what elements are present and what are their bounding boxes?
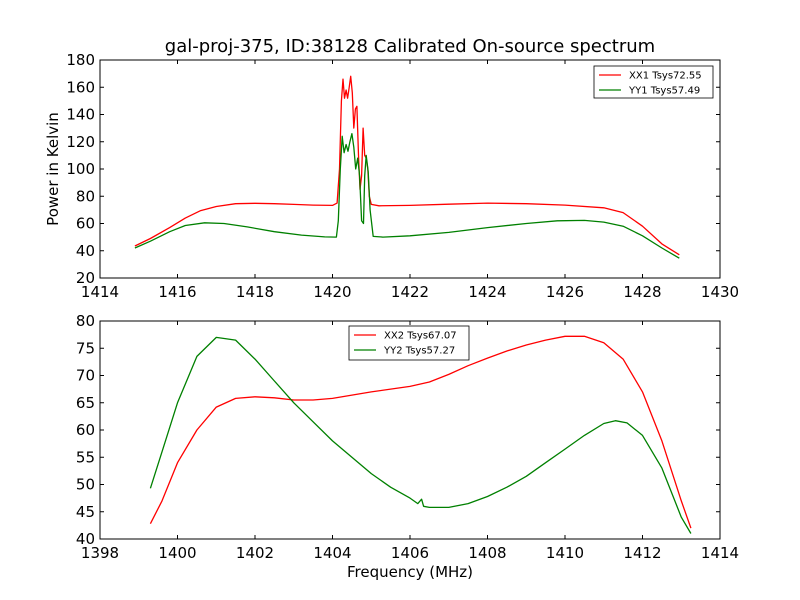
top-y-tick-label: 120 <box>66 133 95 151</box>
top-y-tick-label: 40 <box>76 242 95 260</box>
bottom-y-tick-label: 55 <box>76 448 95 466</box>
top-x-tick-label: 1424 <box>468 283 506 301</box>
bottom-x-tick-label: 1414 <box>701 544 739 562</box>
top-x-tick-label: 1416 <box>158 283 196 301</box>
bottom-series-group <box>149 335 692 534</box>
bottom-x-tick-label: 1404 <box>313 544 351 562</box>
bottom-x-tick-label: 1402 <box>236 544 274 562</box>
top-series-group <box>134 75 680 259</box>
top-legend-label-1: XX1 Tsys72.55 <box>629 71 702 82</box>
top-legend-box <box>593 65 714 99</box>
top-y-tick-label: 20 <box>76 269 95 287</box>
top-x-tick-label: 1428 <box>623 283 661 301</box>
top-x-tick-label: 1430 <box>701 283 739 301</box>
top-x-tick-label: 1414 <box>81 283 119 301</box>
bottom-y-tick-label: 70 <box>76 367 95 385</box>
bottom-y-tick-label: 80 <box>76 312 95 330</box>
top-x-tick-label: 1422 <box>391 283 429 301</box>
top-series-line-1 <box>134 75 680 256</box>
top-y-tick-label: 100 <box>66 160 95 178</box>
bottom-x-axis-label: Frequency (MHz) <box>347 563 473 581</box>
top-y-axis-label: Power in Kelvin <box>44 112 62 226</box>
top-series-line-2 <box>134 132 680 259</box>
bottom-x-tick-label: 1408 <box>468 544 506 562</box>
bottom-x-tick-label: 1400 <box>158 544 196 562</box>
top-x-tick-label: 1418 <box>236 283 274 301</box>
bottom-legend-box <box>348 325 470 361</box>
top-panel: gal-proj-375, ID:38128 Calibrated On-sou… <box>44 36 739 301</box>
bottom-y-tick-label: 75 <box>76 339 95 357</box>
top-x-tick-label: 1420 <box>313 283 351 301</box>
chart-title: gal-proj-375, ID:38128 Calibrated On-sou… <box>165 36 655 57</box>
bottom-ticks: 1398 1400 1402 1404 1406 1408 1410 1412 1414 40 45… <box>76 312 739 562</box>
top-ticks: 1414 1416 1418 1420 1422 1424 1426 1428 1430 20 40… <box>66 51 739 301</box>
bottom-legend: XX2 Tsys67.07 YY2 Tsys57.27 <box>348 325 470 361</box>
bottom-x-tick-label: 1410 <box>546 544 584 562</box>
bottom-series-line-2 <box>149 336 692 534</box>
bottom-legend-label-2: YY2 Tsys57.27 <box>383 346 455 357</box>
bottom-y-tick-label: 50 <box>76 476 95 494</box>
bottom-panel: Frequency (MHz) 1398 1400 1402 1404 1406 1408… <box>76 312 739 581</box>
bottom-y-tick-label: 65 <box>76 394 95 412</box>
bottom-x-tick-label: 1412 <box>623 544 661 562</box>
bottom-y-tick-label: 60 <box>76 421 95 439</box>
top-legend-label-2: YY1 Tsys57.49 <box>628 86 700 97</box>
bottom-y-tick-label: 40 <box>76 530 95 548</box>
top-y-tick-label: 60 <box>76 215 95 233</box>
top-y-tick-label: 80 <box>76 187 95 205</box>
bottom-series-line-1 <box>149 335 692 529</box>
bottom-y-tick-label: 45 <box>76 503 95 521</box>
top-x-tick-label: 1426 <box>546 283 584 301</box>
bottom-x-tick-label: 1398 <box>81 544 119 562</box>
top-legend: XX1 Tsys72.55 YY1 Tsys57.49 <box>593 65 714 99</box>
top-y-tick-label: 160 <box>66 78 95 96</box>
bottom-legend-label-1: XX2 Tsys67.07 <box>384 331 457 342</box>
top-y-tick-label: 180 <box>66 51 95 69</box>
top-y-tick-label: 140 <box>66 106 95 124</box>
bottom-x-tick-label: 1406 <box>391 544 429 562</box>
